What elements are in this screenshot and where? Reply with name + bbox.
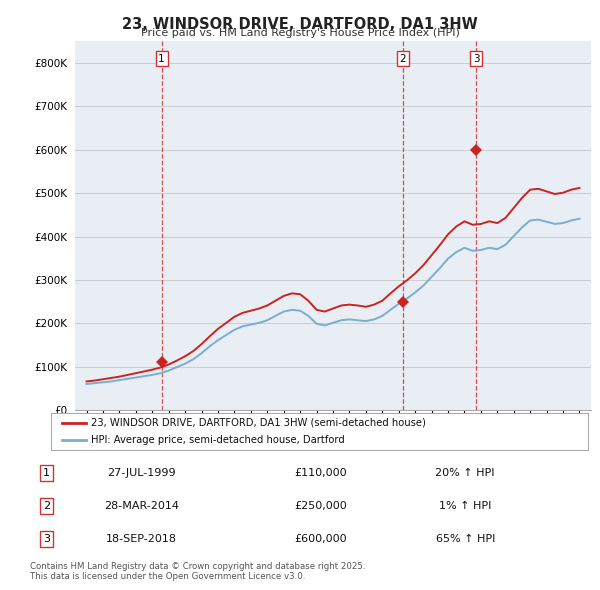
Text: £110,000: £110,000 (294, 468, 346, 478)
Text: 18-SEP-2018: 18-SEP-2018 (106, 534, 177, 544)
Text: 1% ↑ HPI: 1% ↑ HPI (439, 501, 491, 511)
Text: 3: 3 (43, 534, 50, 544)
Text: Contains HM Land Registry data © Crown copyright and database right 2025.
This d: Contains HM Land Registry data © Crown c… (30, 562, 365, 581)
Text: 2: 2 (400, 54, 406, 64)
Text: 28-MAR-2014: 28-MAR-2014 (104, 501, 179, 511)
Text: 23, WINDSOR DRIVE, DARTFORD, DA1 3HW (semi-detached house): 23, WINDSOR DRIVE, DARTFORD, DA1 3HW (se… (91, 418, 426, 428)
Text: 27-JUL-1999: 27-JUL-1999 (107, 468, 176, 478)
Text: 65% ↑ HPI: 65% ↑ HPI (436, 534, 495, 544)
Text: £250,000: £250,000 (294, 501, 347, 511)
Text: HPI: Average price, semi-detached house, Dartford: HPI: Average price, semi-detached house,… (91, 435, 345, 445)
Text: 1: 1 (158, 54, 165, 64)
Text: £600,000: £600,000 (294, 534, 346, 544)
Text: Price paid vs. HM Land Registry's House Price Index (HPI): Price paid vs. HM Land Registry's House … (140, 28, 460, 38)
Text: 3: 3 (473, 54, 479, 64)
Text: 2: 2 (43, 501, 50, 511)
Text: 23, WINDSOR DRIVE, DARTFORD, DA1 3HW: 23, WINDSOR DRIVE, DARTFORD, DA1 3HW (122, 17, 478, 31)
Text: 20% ↑ HPI: 20% ↑ HPI (436, 468, 495, 478)
Text: 1: 1 (43, 468, 50, 478)
